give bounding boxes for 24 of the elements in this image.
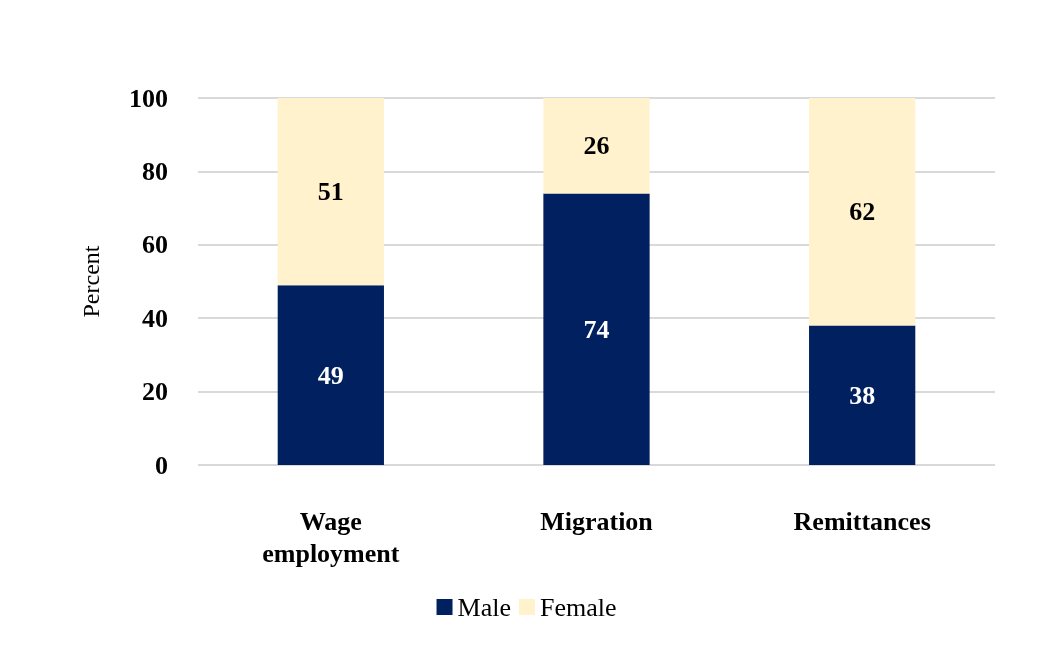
y-tick-label: 20 bbox=[142, 377, 168, 407]
y-tick-label: 60 bbox=[142, 230, 168, 260]
legend-label: Male bbox=[457, 592, 511, 622]
legend-label: Female bbox=[539, 592, 617, 622]
y-tick-label: 40 bbox=[142, 303, 168, 333]
bar bbox=[809, 325, 916, 465]
data-label: 26 bbox=[583, 131, 610, 161]
bar bbox=[543, 98, 650, 194]
y-axis-title: Percent bbox=[78, 245, 104, 318]
y-tick-label: 80 bbox=[142, 156, 168, 186]
y-tick-label: 100 bbox=[129, 83, 168, 113]
bar bbox=[543, 193, 650, 465]
data-label: 62 bbox=[849, 197, 876, 227]
x-tick-label: Remittances bbox=[793, 506, 931, 536]
x-tick-label: Wage employment bbox=[262, 506, 400, 568]
bar bbox=[277, 285, 384, 465]
y-tick-label: 0 bbox=[155, 450, 168, 480]
data-label: 51 bbox=[317, 177, 344, 207]
data-label: 74 bbox=[583, 314, 610, 344]
bar bbox=[809, 98, 916, 326]
data-label: 38 bbox=[849, 380, 876, 410]
x-tick-label: Migration bbox=[540, 506, 654, 536]
data-label: 49 bbox=[317, 360, 344, 390]
bar bbox=[277, 98, 384, 286]
